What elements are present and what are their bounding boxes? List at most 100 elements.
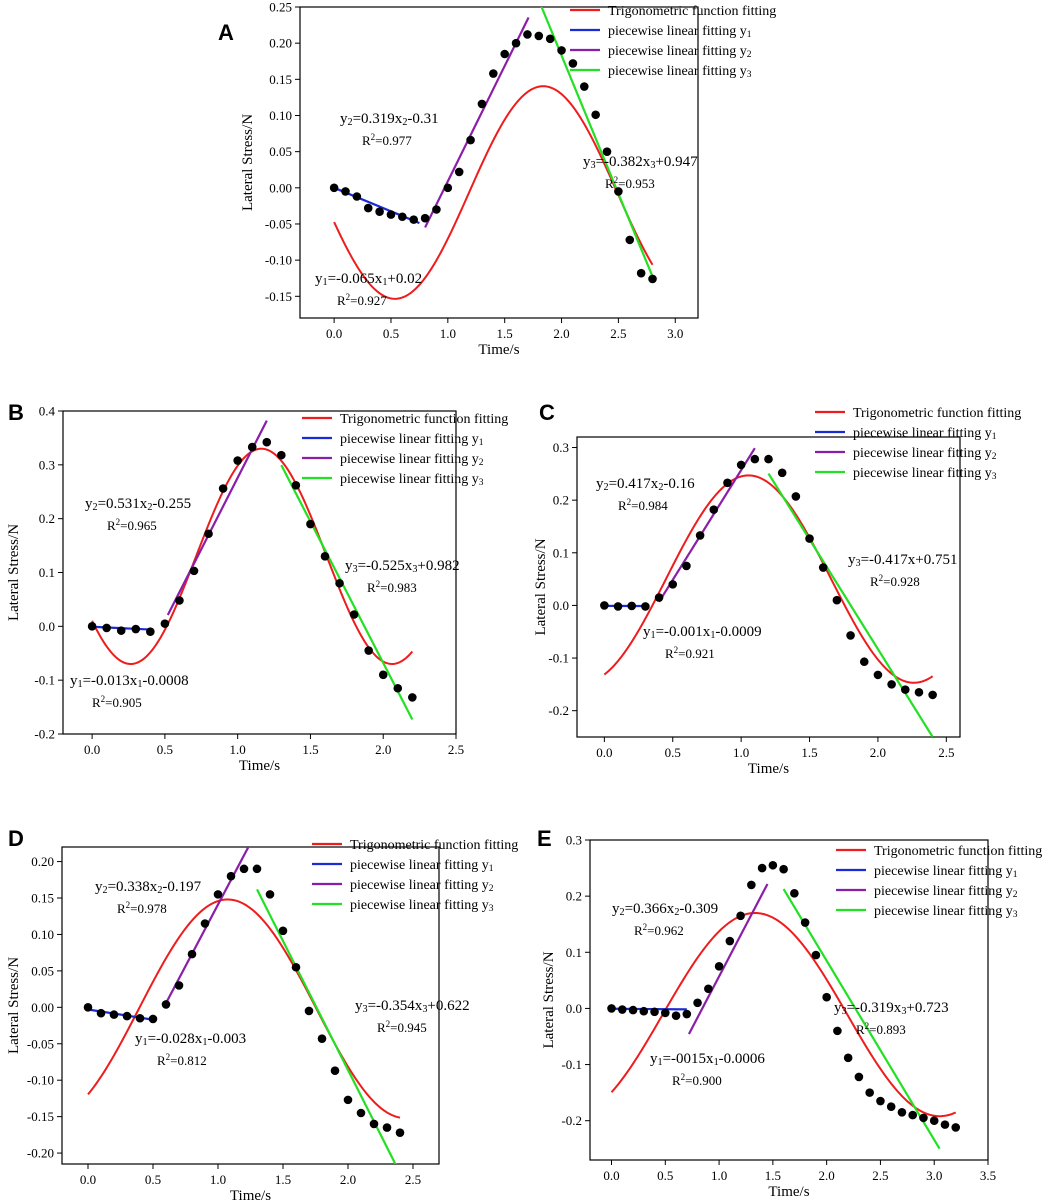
data-point <box>723 478 732 488</box>
data-point <box>330 1066 340 1076</box>
data-point <box>83 1003 93 1012</box>
x-tick-label: 2.5 <box>872 1168 888 1183</box>
r-squared: R2=0.812 <box>157 1052 207 1068</box>
y-tick-label: 0.2 <box>566 889 582 904</box>
data-point <box>265 890 275 899</box>
x-axis-label: Time/s <box>478 342 519 358</box>
r-squared: R2=0.900 <box>672 1072 722 1088</box>
data-point <box>500 49 509 59</box>
data-point <box>87 622 97 631</box>
data-point <box>489 69 498 78</box>
x-tick-label: 2.5 <box>448 742 464 757</box>
data-point <box>116 626 126 635</box>
data-point <box>557 46 566 55</box>
y-tick-label: 0.2 <box>39 511 55 526</box>
data-point <box>843 1053 853 1063</box>
data-point <box>382 1123 392 1132</box>
data-point <box>757 863 767 873</box>
trig-fit-curve <box>603 474 934 684</box>
y-tick-label: -0.15 <box>27 1109 54 1124</box>
y-tick-label: -0.1 <box>561 1057 582 1072</box>
data-point <box>398 212 407 222</box>
y-axis-label: Lateral Stress/N <box>541 951 557 1048</box>
data-point <box>204 529 213 539</box>
y-tick-label: -0.10 <box>265 253 292 268</box>
data-point <box>218 484 228 493</box>
panel-letter: E <box>537 826 552 851</box>
y-tick-label: 0.00 <box>31 1000 54 1015</box>
data-point <box>291 962 301 972</box>
fit-equation: y2=0.417x2-0.16 <box>596 476 695 493</box>
segment-y3 <box>280 464 414 720</box>
data-point <box>393 683 403 693</box>
y-tick-label: 0.4 <box>39 404 56 419</box>
panel-D: D 0.0 0.5 1.0 1.5 2.0 2.5 -0.20 -0.15 -0.10 -0.05 0… <box>6 826 518 1202</box>
fit-equation: y1=-0015x1-0.0006 <box>650 1051 765 1068</box>
data-point <box>650 1007 659 1017</box>
data-point <box>900 685 910 694</box>
y-tick-label: 0.3 <box>566 833 582 848</box>
fit-equation: y3=-0.319x3+0.723 <box>834 1000 949 1017</box>
data-point <box>897 1107 907 1117</box>
segment-y3 <box>767 472 934 737</box>
data-point <box>343 1095 353 1105</box>
plot-frame <box>61 846 440 1165</box>
data-point <box>800 918 810 927</box>
legend-entry: piecewise linear fitting y1 <box>608 24 752 40</box>
fit-equation: y3=-0.525x3+0.982 <box>345 558 460 575</box>
panel-A: A 0.0 0.5 1.0 1.5 2.0 2.5 3.0 -0.15 -0.10 -0.05 0.0… <box>218 0 776 358</box>
y-tick-label: 0.3 <box>39 457 55 472</box>
data-point <box>364 646 373 655</box>
plot-frame <box>576 436 961 738</box>
data-point <box>534 31 544 41</box>
x-tick-label: 1.5 <box>801 745 817 760</box>
x-tick-label: 1.5 <box>497 326 513 341</box>
trig-fit-curve <box>333 85 654 300</box>
data-point <box>443 183 453 193</box>
data-point <box>671 1011 681 1021</box>
r-squared: R2=0.978 <box>117 900 167 916</box>
data-point <box>764 454 773 464</box>
data-point <box>369 1119 379 1129</box>
data-point <box>914 687 924 697</box>
x-tick-label: 0.5 <box>657 1168 673 1183</box>
data-point <box>226 871 236 881</box>
data-point <box>247 442 257 452</box>
y-tick-label: 0.00 <box>269 180 292 195</box>
data-point <box>614 187 623 196</box>
data-point <box>818 563 828 572</box>
data-point <box>131 624 141 634</box>
data-point <box>135 1013 145 1023</box>
data-point <box>625 235 635 245</box>
y-tick-label: -0.15 <box>265 289 292 304</box>
data-point <box>607 1004 616 1013</box>
panel-letter: A <box>218 20 234 45</box>
data-point <box>865 1088 874 1097</box>
r-squared: R2=0.984 <box>618 497 668 513</box>
x-tick-label: 0.5 <box>665 745 681 760</box>
data-point <box>873 670 883 680</box>
data-point <box>122 1011 132 1021</box>
y-tick-label: 0.05 <box>269 144 292 159</box>
plot-frame <box>299 6 699 319</box>
data-point <box>102 623 111 633</box>
data-point <box>627 601 637 611</box>
x-axis-label: Time/s <box>748 761 789 777</box>
data-point <box>660 1008 670 1018</box>
r-squared: R2=0.962 <box>634 922 684 938</box>
data-point <box>174 981 184 990</box>
legend-entry: piecewise linear fitting y3 <box>350 898 494 914</box>
x-tick-label: 3.0 <box>926 1168 942 1183</box>
x-tick-label: 0.5 <box>157 742 173 757</box>
data-point <box>96 1008 106 1018</box>
data-point <box>876 1096 885 1106</box>
r-squared: R2=0.893 <box>856 1021 906 1037</box>
legend-entry: piecewise linear fitting y1 <box>853 426 997 442</box>
data-point <box>693 998 702 1008</box>
data-point <box>511 38 521 48</box>
fit-equation: y3=-0.417x+0.751 <box>848 552 958 569</box>
x-tick-label: 3.0 <box>667 326 683 341</box>
y-tick-label: 0.1 <box>39 565 55 580</box>
x-tick-label: 2.0 <box>375 742 391 757</box>
data-point <box>109 1010 119 1019</box>
